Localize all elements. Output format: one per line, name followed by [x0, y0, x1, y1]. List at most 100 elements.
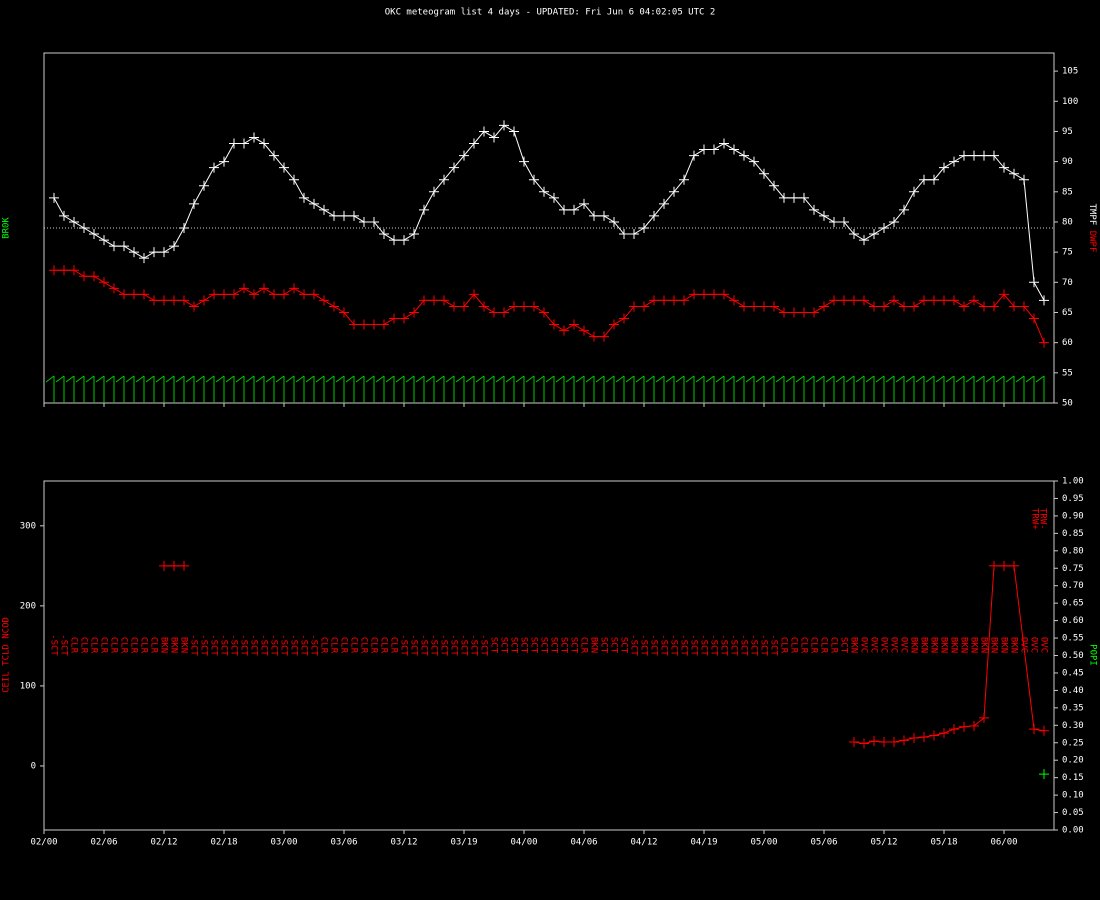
data-point: [969, 150, 979, 161]
wind-barb: [525, 375, 535, 403]
data-point: [1019, 174, 1029, 185]
data-point: [459, 301, 469, 312]
data-point: [199, 295, 209, 306]
wind-barb: [115, 375, 125, 403]
data-point: [859, 295, 869, 306]
sky-cover-label: -SCT: [759, 634, 769, 656]
wind-barb: [545, 375, 555, 403]
data-point: [929, 174, 939, 185]
wind-barb: [45, 375, 55, 403]
data-point: [679, 295, 689, 306]
data-point: [519, 156, 529, 167]
data-point: [159, 560, 169, 571]
wind-barb: [1005, 375, 1015, 403]
sky-cover-label: -SCT: [649, 634, 659, 656]
data-point: [539, 307, 549, 318]
data-point: [729, 295, 739, 306]
wind-barb: [145, 375, 155, 403]
y2-tick-label: 0.90: [1062, 511, 1084, 521]
wind-barb: [635, 375, 645, 403]
wind-barb: [735, 375, 745, 403]
sky-cover-label: BKN: [939, 637, 949, 653]
data-point: [499, 120, 509, 131]
wind-barb: [215, 375, 225, 403]
sky-cover-label: SCT: [489, 637, 499, 654]
data-point: [169, 241, 179, 252]
data-point: [89, 229, 99, 240]
x-tick-label: 03/19: [450, 838, 477, 848]
data-point: [329, 301, 339, 312]
wind-barb: [745, 375, 755, 403]
sky-cover-label: -SCT: [629, 634, 639, 656]
data-point: [1039, 337, 1049, 348]
wind-barb: [665, 375, 675, 403]
y-tick-label: 50: [1062, 399, 1073, 409]
wind-barb: [275, 375, 285, 403]
wind-barb: [755, 375, 765, 403]
data-point: [299, 192, 309, 203]
sky-cover-label: SCT: [569, 637, 579, 654]
sky-cover-label: -SCT: [269, 634, 279, 656]
wind-barb: [725, 375, 735, 403]
wind-barb: [595, 375, 605, 403]
data-point: [429, 186, 439, 197]
y2-tick-label: 0.80: [1062, 546, 1084, 556]
sky-cover-label: -SCT: [689, 634, 699, 656]
series-line: [53, 124, 1045, 301]
y2-tick-label: 0.40: [1062, 686, 1084, 696]
data-point: [869, 229, 879, 240]
sky-cover-label: BKN: [999, 637, 1009, 653]
wind-barb: [895, 375, 905, 403]
data-point: [739, 301, 749, 312]
data-point: [849, 736, 859, 747]
data-point: [869, 736, 879, 747]
data-point: [969, 720, 979, 731]
wind-barb: [315, 375, 325, 403]
y-tick-label: 85: [1062, 187, 1073, 197]
wind-barb: [365, 375, 375, 403]
wind-barb: [85, 375, 95, 403]
data-point: [529, 174, 539, 185]
data-point: [899, 301, 909, 312]
sky-cover-label: -SCT: [239, 634, 249, 656]
wind-barb: [465, 375, 475, 403]
wind-barb: [645, 375, 655, 403]
data-point: [499, 307, 509, 318]
sky-cover-label: CLR: [379, 637, 389, 654]
data-point: [419, 295, 429, 306]
wind-barb: [825, 375, 835, 403]
sky-cover-label: -SCT: [229, 634, 239, 656]
data-point: [309, 198, 319, 209]
sky-cover-label: BKN: [1009, 637, 1019, 653]
y2-tick-label: 0.15: [1062, 773, 1084, 783]
annotation: TRW+: [1030, 508, 1040, 530]
data-point: [59, 210, 69, 221]
data-point: [939, 728, 949, 739]
y-axis-label: BR0K: [2, 217, 12, 239]
data-point: [159, 295, 169, 306]
data-point: [849, 295, 859, 306]
data-point: [469, 289, 479, 300]
sky-cover-label: CLR: [389, 637, 399, 654]
data-point: [889, 216, 899, 227]
data-point: [989, 301, 999, 312]
wind-barb: [125, 375, 135, 403]
wind-barb: [1015, 375, 1025, 403]
sky-cover-label: -SCT: [469, 634, 479, 656]
wind-barb: [675, 375, 685, 403]
wind-barb: [405, 375, 415, 403]
data-point: [659, 295, 669, 306]
y2-tick-label: 0.45: [1062, 668, 1084, 678]
sky-cover-label: OVC: [879, 637, 889, 653]
data-point: [229, 289, 239, 300]
data-point: [779, 192, 789, 203]
data-point: [919, 174, 929, 185]
sky-cover-label: -SCT: [249, 634, 259, 656]
data-point: [419, 204, 429, 215]
y-tick-label: 300: [20, 521, 36, 531]
data-point: [139, 253, 149, 264]
data-point: [1039, 725, 1049, 736]
data-point: [689, 289, 699, 300]
sky-cover-label: SCT: [529, 637, 539, 654]
data-point: [839, 216, 849, 227]
